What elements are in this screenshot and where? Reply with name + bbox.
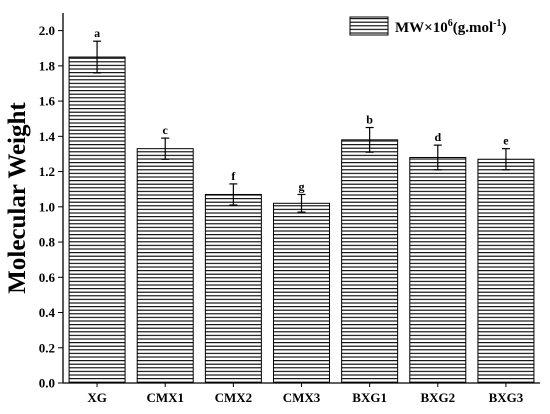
significance-letters: a c f g b d e <box>94 26 509 193</box>
bar-cmx1 <box>136 148 194 384</box>
x-ticks: XG CMX1 CMX2 CMX3 BXG1 BXG2 BXG3 <box>87 383 524 405</box>
significance-letter-bxg1: b <box>366 113 373 127</box>
bar-xg <box>68 56 126 384</box>
error-bars <box>93 40 510 213</box>
significance-letter-xg: a <box>94 26 100 40</box>
y-tick-label: 1.6 <box>39 94 56 109</box>
y-tick-label: 0.4 <box>39 305 56 320</box>
y-ticks: 0.0 0.2 0.4 0.6 0.8 1.0 1.2 1.4 1.6 1.8 2.0 <box>39 23 63 391</box>
bar-bxg2 <box>409 156 467 384</box>
y-axis-label: Molecular Weight <box>4 102 31 294</box>
legend: MW×106(g.mol-1) <box>349 16 506 36</box>
y-tick-label: 1.8 <box>39 58 56 73</box>
significance-letter-bxg3: e <box>503 134 509 148</box>
significance-letter-cmx3: g <box>299 179 305 193</box>
y-tick-label: 1.0 <box>39 199 55 214</box>
bar-cmx3 <box>273 202 330 384</box>
x-tick-label-bxg2: BXG2 <box>420 390 455 405</box>
x-tick-label-cmx1: CMX1 <box>146 390 184 405</box>
legend-swatch <box>349 16 389 36</box>
significance-letter-cmx2: f <box>231 169 236 183</box>
x-tick-label-cmx3: CMX3 <box>283 390 321 405</box>
y-tick-label: 2.0 <box>39 23 55 38</box>
y-tick-label: 0.6 <box>39 270 56 285</box>
x-tick-label-bxg1: BXG1 <box>352 390 387 405</box>
significance-letter-bxg2: d <box>434 130 441 144</box>
bar-cmx2 <box>204 193 262 384</box>
y-tick-label: 0.8 <box>39 235 56 250</box>
bars <box>68 56 535 384</box>
x-tick-label-cmx2: CMX2 <box>215 390 253 405</box>
y-tick-label: 0.2 <box>39 340 55 355</box>
legend-label: MW×106(g.mol-1) <box>395 18 506 36</box>
bar-bxg1 <box>341 139 399 384</box>
y-tick-label: 1.2 <box>39 164 55 179</box>
significance-letter-cmx1: c <box>163 123 169 137</box>
x-tick-label-bxg3: BXG3 <box>489 390 524 405</box>
y-tick-label: 1.4 <box>39 129 56 144</box>
y-tick-label: 0.0 <box>39 376 55 391</box>
bar-bxg3 <box>477 158 535 384</box>
x-tick-label-xg: XG <box>87 390 107 405</box>
